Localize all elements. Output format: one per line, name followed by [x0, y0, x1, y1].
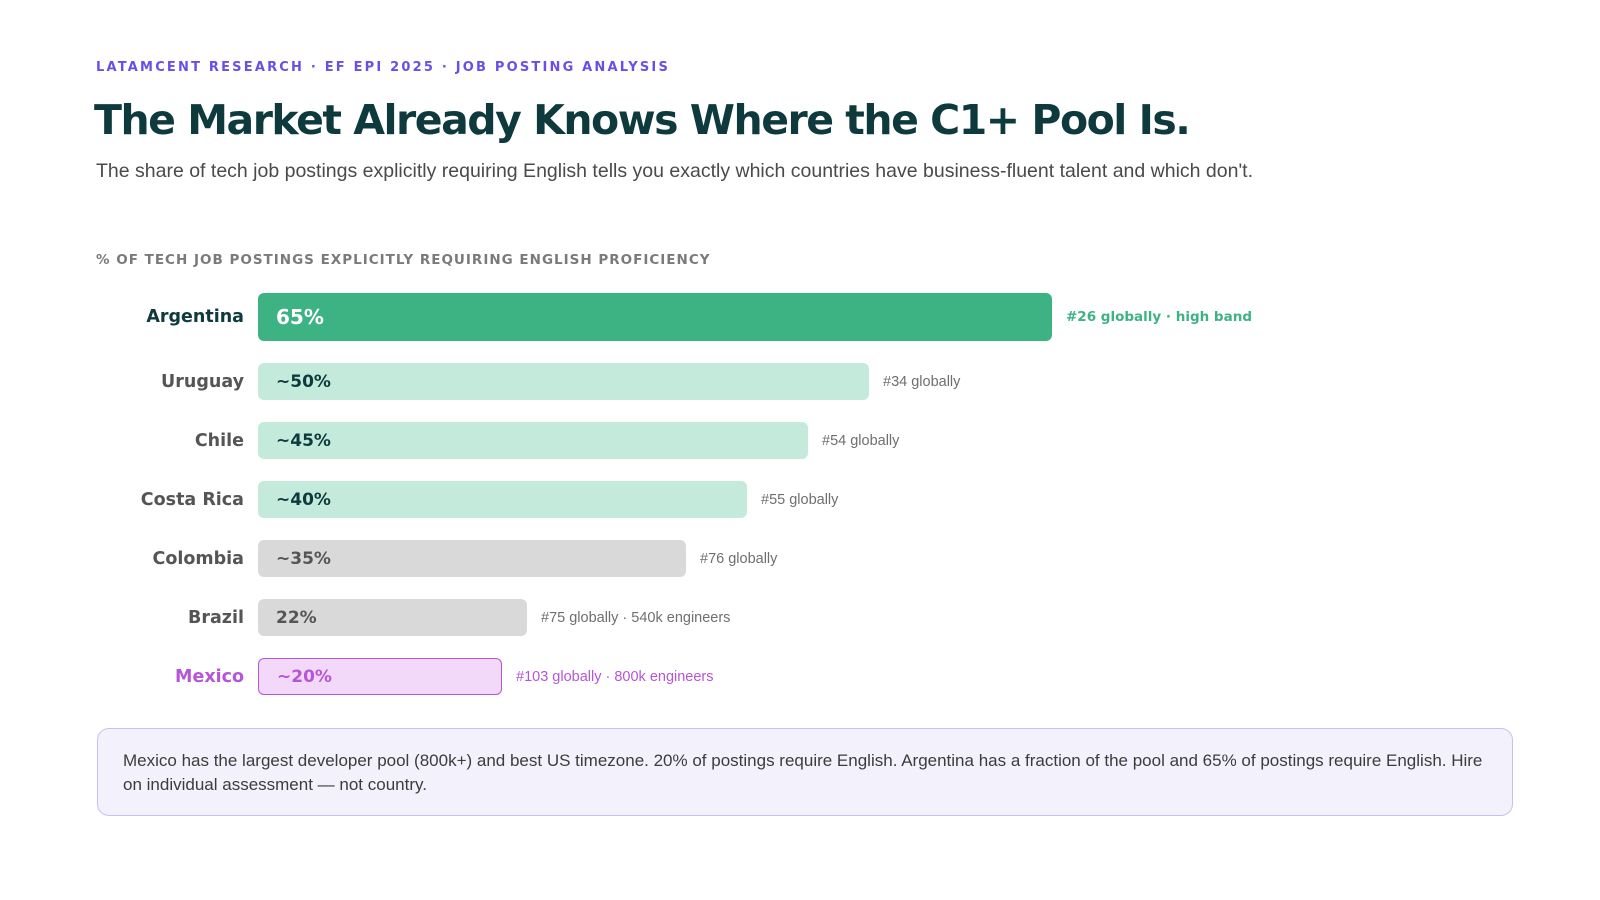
insight-callout: Mexico has the largest developer pool (8…: [97, 728, 1513, 816]
category-label: Chile: [194, 430, 244, 451]
category-label: Colombia: [152, 548, 244, 569]
bar: ~35%: [258, 540, 686, 577]
bar-value-label: ~20%: [277, 666, 332, 687]
bar-annotation: #103 globally · 800k engineers: [516, 668, 714, 685]
category-label: Argentina: [146, 307, 244, 327]
bar-annotation: #34 globally: [883, 373, 961, 390]
category-label: Mexico: [175, 666, 244, 687]
bar-value-label: ~50%: [276, 371, 331, 392]
bar-value-label: 65%: [276, 305, 324, 329]
bar-value-label: 22%: [276, 607, 317, 628]
bar-row: Chile ~45% #54 globally: [0, 422, 1600, 459]
bar-row: Costa Rica ~40% #55 globally: [0, 481, 1600, 518]
bar: ~20%: [258, 658, 502, 695]
bar-annotation: #54 globally: [822, 432, 900, 449]
bar-row: Colombia ~35% #76 globally: [0, 540, 1600, 577]
bar-value-label: ~45%: [276, 430, 331, 451]
bar-annotation: #55 globally: [761, 491, 839, 508]
bar-row: Uruguay ~50% #34 globally: [0, 363, 1600, 400]
category-label: Costa Rica: [140, 489, 244, 510]
page-title: The Market Already Knows Where the C1+ P…: [94, 96, 1191, 144]
bar-annotation: #75 globally · 540k engineers: [541, 609, 731, 626]
bar: 22%: [258, 599, 527, 636]
bar: ~50%: [258, 363, 869, 400]
bar: ~40%: [258, 481, 747, 518]
bar-row: Brazil 22% #75 globally · 540k engineers: [0, 599, 1600, 636]
bar-annotation: #76 globally: [700, 550, 778, 567]
bar-annotation: #26 globally · high band: [1066, 309, 1252, 325]
bar-value-label: ~40%: [276, 489, 331, 510]
bar-value-label: ~35%: [276, 548, 331, 569]
category-label: Uruguay: [161, 371, 244, 392]
chart-axis-caption: % OF TECH JOB POSTINGS EXPLICITLY REQUIR…: [96, 252, 711, 268]
bar: 65%: [258, 293, 1052, 341]
callout-text: Mexico has the largest developer pool (8…: [123, 751, 1483, 794]
eyebrow-label: LATAMCENT RESEARCH · EF EPI 2025 · JOB P…: [96, 60, 671, 75]
bar-row: Argentina 65% #26 globally · high band: [0, 293, 1600, 341]
page-subtitle: The share of tech job postings explicitl…: [96, 160, 1254, 182]
bar-row: Mexico ~20% #103 globally · 800k engineers: [0, 658, 1600, 695]
bar: ~45%: [258, 422, 808, 459]
category-label: Brazil: [188, 607, 244, 628]
